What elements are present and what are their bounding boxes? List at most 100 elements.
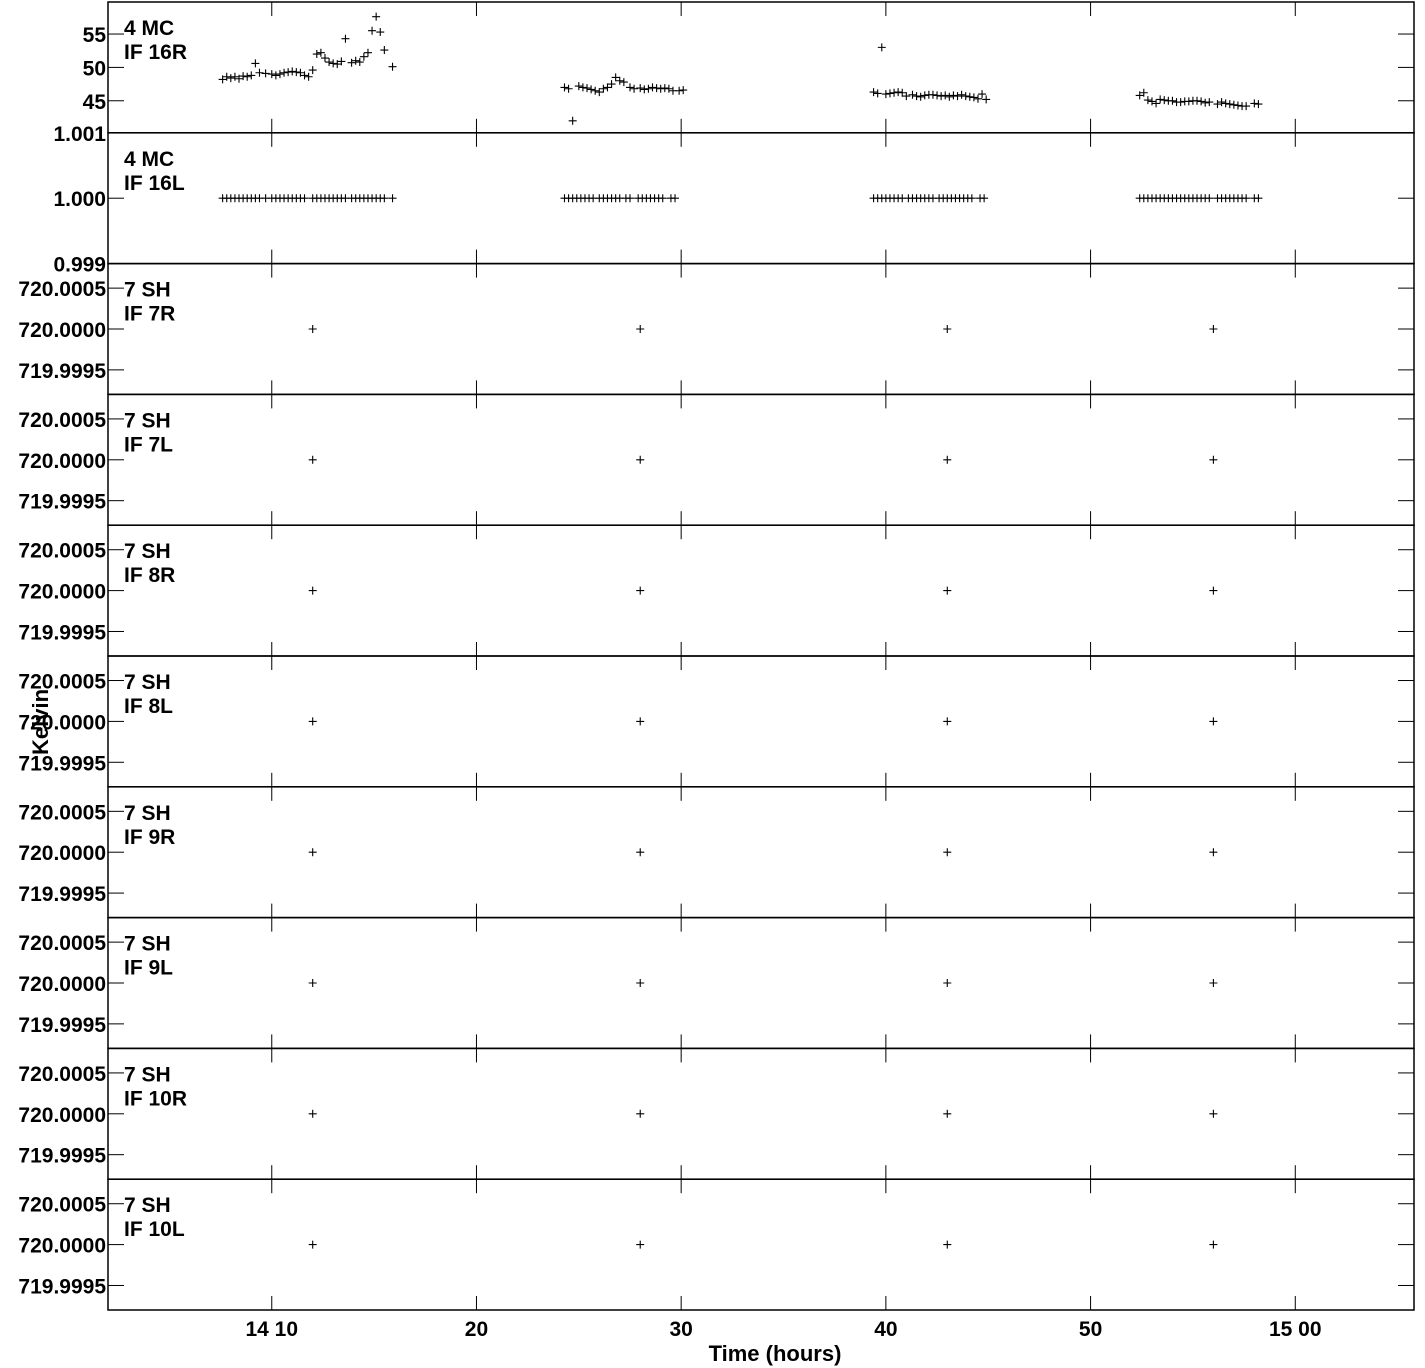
y-tick-label: 45	[83, 91, 107, 114]
panel-label-if: IF 7R	[124, 303, 175, 326]
data-point	[943, 455, 952, 464]
panel-label-if: IF 10R	[124, 1087, 187, 1110]
data-point	[591, 86, 600, 95]
data-point	[226, 74, 235, 83]
data-point	[1242, 102, 1251, 111]
data-point	[267, 70, 276, 79]
panel-label-source: 7 SH	[124, 1194, 171, 1217]
data-point	[333, 60, 342, 69]
data-point	[275, 70, 284, 79]
data-point	[1205, 194, 1214, 203]
data-point	[1156, 95, 1165, 104]
y-tick-label: 720.0005	[18, 671, 106, 694]
data-point	[961, 92, 970, 101]
data-point	[574, 82, 583, 91]
data-point	[1242, 194, 1251, 203]
data-point	[595, 88, 604, 97]
data-point	[320, 54, 329, 63]
y-tick-label: 720.0000	[18, 319, 106, 342]
data-point	[636, 325, 645, 333]
y-tick-label: 720.0005	[18, 278, 106, 301]
panel-label-source: 4 MC	[124, 148, 174, 171]
data-point	[587, 85, 596, 94]
panel-frame	[107, 393, 1415, 526]
data-point	[300, 71, 309, 80]
data-point	[1209, 586, 1218, 595]
data-point	[644, 84, 653, 93]
data-point	[380, 46, 389, 55]
data-point	[380, 194, 389, 203]
data-point	[222, 72, 231, 81]
y-axis-title: Kelvin	[28, 689, 53, 755]
data-point	[230, 72, 239, 81]
data-point	[941, 91, 950, 100]
y-tick-label: 720.0005	[18, 801, 106, 824]
data-point	[945, 92, 954, 101]
data-point	[376, 28, 385, 37]
panel-frame	[107, 262, 1415, 396]
data-point	[1233, 101, 1242, 110]
panel-label-if: IF 8L	[124, 695, 173, 718]
data-point	[625, 83, 634, 92]
x-axis: 14 10 20 30 40 50 15 00	[245, 1318, 1321, 1341]
y-tick-label: 720.0000	[18, 711, 106, 734]
y-tick-label: 719.9995	[18, 883, 106, 906]
data-point	[1225, 100, 1234, 109]
y-tick-label: 0.999	[53, 254, 106, 277]
x-tick-label: 30	[669, 1318, 692, 1341]
y-tick-label: 720.0000	[18, 973, 106, 996]
panel-label-source: 7 SH	[124, 802, 171, 825]
data-point	[982, 95, 991, 104]
data-point	[292, 68, 301, 77]
data-point	[280, 68, 289, 77]
data-point	[351, 56, 360, 65]
panel-label-if: IF 16L	[124, 172, 185, 195]
data-point	[973, 94, 982, 103]
data-point	[894, 88, 903, 97]
y-tick-label: 1.001	[53, 123, 106, 146]
data-point	[658, 194, 667, 203]
x-tick-label: 14 10	[245, 1318, 298, 1341]
panel-label-source: 4 MC	[124, 17, 174, 40]
data-point	[1205, 98, 1214, 107]
data-point	[656, 84, 665, 93]
data-point	[675, 86, 684, 95]
data-point	[943, 586, 952, 595]
data-point	[560, 83, 569, 92]
data-point	[890, 88, 899, 97]
data-point	[636, 717, 645, 726]
data-point	[636, 586, 645, 595]
panel-label-if: IF 9L	[124, 957, 173, 980]
y-tick-label: 1.000	[53, 188, 106, 211]
y-tick-label: 720.0000	[18, 1235, 106, 1258]
data-point	[312, 50, 321, 59]
data-point	[1209, 1240, 1218, 1249]
panel-label-if: IF 8R	[124, 564, 175, 587]
data-point	[1209, 848, 1218, 857]
data-point	[611, 73, 620, 82]
data-point	[329, 59, 338, 68]
data-point	[607, 80, 616, 89]
data-point	[261, 69, 270, 78]
data-point	[660, 84, 669, 93]
y-tick-label: 719.9995	[18, 752, 106, 775]
y-tick-label: 720.0000	[18, 450, 106, 473]
data-point	[271, 71, 280, 80]
data-point	[308, 1109, 317, 1118]
data-point	[928, 90, 937, 99]
data-point	[372, 12, 381, 21]
data-point	[943, 848, 952, 857]
data-point	[885, 89, 894, 98]
data-point	[1139, 88, 1148, 97]
data-point	[1152, 99, 1161, 108]
panel-label-source: 7 SH	[124, 409, 171, 432]
data-point	[898, 88, 907, 97]
data-point	[239, 72, 248, 81]
data-point	[937, 92, 946, 101]
data-point	[916, 92, 925, 101]
data-point	[218, 75, 227, 84]
